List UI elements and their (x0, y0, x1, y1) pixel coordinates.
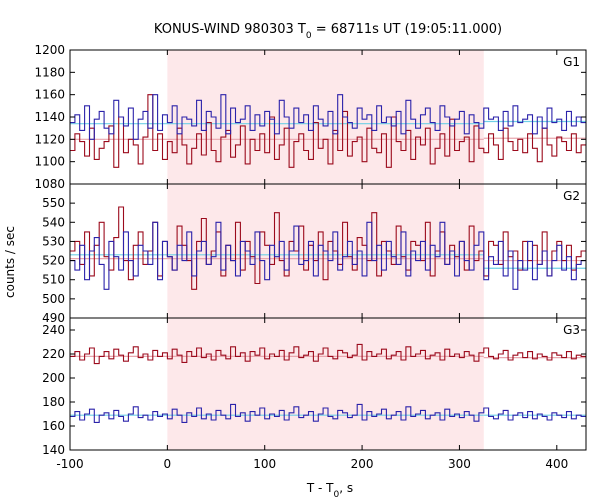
panel-frame-G3 (69, 317, 587, 451)
y-tick-label-G3-200: 200 (42, 371, 65, 385)
y-tick-label-G1-1120: 1120 (34, 132, 65, 146)
x-tick-label-200: 200 (351, 457, 374, 471)
y-tick-label-G2-520: 520 (42, 254, 65, 268)
y-tick-label-G3-240: 240 (42, 323, 65, 337)
x-axis-label: T - T0, s (306, 481, 353, 500)
y-tick-label-G2-540: 540 (42, 215, 65, 229)
y-tick-label-G1-1160: 1160 (34, 88, 65, 102)
highlight-interval-G3 (167, 318, 484, 450)
y-tick-label-G3-220: 220 (42, 347, 65, 361)
panel-label-G2: G2 (563, 189, 580, 203)
series-blue-G3 (70, 403, 586, 423)
y-tick-label-G2-500: 500 (42, 292, 65, 306)
y-tick-label-G1-1180: 1180 (34, 65, 65, 79)
y-tick-label-G1-1100: 1100 (34, 155, 65, 169)
y-axis-label: counts / sec (3, 226, 17, 298)
y-tick-label-G3-140: 140 (42, 443, 65, 457)
x-tick-label-300: 300 (448, 457, 471, 471)
x-tick-label-400: 400 (545, 457, 568, 471)
series-red-G3 (70, 343, 586, 365)
panel-label-G3: G3 (563, 323, 580, 337)
y-tick-label-G2-490: 490 (42, 311, 65, 325)
x-tick-label-100: 100 (253, 457, 276, 471)
y-tick-label-G1-1200: 1200 (34, 43, 65, 57)
panels-group: 1080 1100 1120 1140 1160 1180 1200 G1 490 500 510 5… (34, 43, 587, 471)
y-tick-label-G1-1080: 1080 (34, 177, 65, 191)
y-tick-label-G3-160: 160 (42, 419, 65, 433)
chart-title: KONUS-WIND 980303 T0 = 68711s UT (19:05:… (154, 22, 502, 41)
x-tick-label--100: -100 (56, 457, 83, 471)
y-tick-label-G3-180: 180 (42, 395, 65, 409)
y-tick-label-G1-1140: 1140 (34, 110, 65, 124)
y-tick-label-G2-530: 530 (42, 234, 65, 248)
x-tick-label-0: 0 (164, 457, 172, 471)
panel-label-G1: G1 (563, 55, 580, 69)
y-tick-label-G2-510: 510 (42, 273, 65, 287)
y-tick-label-G2-550: 550 (42, 196, 65, 210)
series-red-G1 (70, 94, 586, 168)
series-blue-G1 (70, 94, 586, 140)
series-blue-G2 (70, 221, 586, 290)
